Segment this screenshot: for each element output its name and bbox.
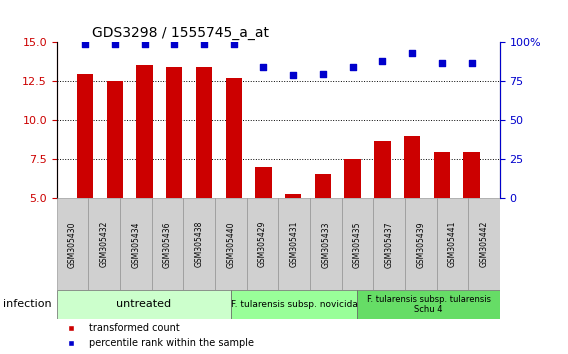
Bar bbox=[225, 78, 242, 198]
Bar bbox=[344, 159, 361, 198]
Text: GSM305437: GSM305437 bbox=[385, 221, 394, 268]
Bar bbox=[315, 174, 331, 198]
Point bbox=[81, 41, 90, 47]
Bar bbox=[437, 198, 468, 290]
Text: GSM305439: GSM305439 bbox=[416, 221, 425, 268]
Bar bbox=[120, 198, 152, 290]
Bar bbox=[89, 198, 120, 290]
Point bbox=[378, 58, 387, 64]
Point bbox=[110, 41, 119, 47]
Bar bbox=[183, 198, 215, 290]
Bar bbox=[468, 198, 500, 290]
Text: GSM305433: GSM305433 bbox=[321, 221, 330, 268]
Bar bbox=[433, 152, 450, 198]
Bar bbox=[152, 198, 183, 290]
Bar bbox=[463, 152, 480, 198]
Text: GSM305434: GSM305434 bbox=[131, 221, 140, 268]
Bar bbox=[166, 67, 182, 198]
Point bbox=[318, 71, 327, 76]
Text: GSM305435: GSM305435 bbox=[353, 221, 362, 268]
Bar bbox=[57, 198, 89, 290]
Bar bbox=[278, 198, 310, 290]
Bar bbox=[247, 198, 278, 290]
Text: GSM305438: GSM305438 bbox=[195, 221, 204, 268]
Bar bbox=[405, 198, 437, 290]
Text: untreated: untreated bbox=[116, 299, 172, 309]
Bar bbox=[231, 290, 357, 319]
Point bbox=[229, 41, 239, 47]
Point bbox=[289, 72, 298, 78]
Text: F. tularensis subsp. novicida: F. tularensis subsp. novicida bbox=[231, 300, 358, 309]
Text: GSM305436: GSM305436 bbox=[163, 221, 172, 268]
Point bbox=[348, 64, 357, 70]
Bar bbox=[196, 67, 212, 198]
Text: GSM305432: GSM305432 bbox=[100, 221, 108, 268]
Text: GSM305431: GSM305431 bbox=[290, 221, 299, 268]
Bar bbox=[255, 167, 272, 198]
Bar bbox=[341, 198, 373, 290]
Text: GSM305440: GSM305440 bbox=[227, 221, 235, 268]
Bar bbox=[357, 290, 500, 319]
Text: F. tularensis subsp. tularensis
Schu 4: F. tularensis subsp. tularensis Schu 4 bbox=[366, 295, 491, 314]
Point bbox=[199, 41, 208, 47]
Bar bbox=[404, 136, 420, 198]
Text: GDS3298 / 1555745_a_at: GDS3298 / 1555745_a_at bbox=[92, 26, 269, 40]
Bar bbox=[77, 74, 93, 198]
Point bbox=[437, 60, 446, 65]
Point bbox=[140, 41, 149, 47]
Text: GSM305441: GSM305441 bbox=[448, 221, 457, 268]
Legend: transformed count, percentile rank within the sample: transformed count, percentile rank withi… bbox=[62, 324, 254, 348]
Text: GSM305430: GSM305430 bbox=[68, 221, 77, 268]
Bar bbox=[310, 198, 341, 290]
Point bbox=[407, 51, 416, 56]
Point bbox=[170, 41, 179, 47]
Point bbox=[467, 60, 476, 65]
Bar bbox=[373, 198, 405, 290]
Bar bbox=[215, 198, 247, 290]
Bar bbox=[374, 141, 391, 198]
Text: infection: infection bbox=[3, 299, 52, 309]
Bar bbox=[136, 65, 153, 198]
Bar bbox=[107, 81, 123, 198]
Bar bbox=[57, 290, 231, 319]
Bar bbox=[285, 194, 302, 198]
Text: GSM305442: GSM305442 bbox=[479, 221, 488, 268]
Point bbox=[259, 64, 268, 70]
Text: GSM305429: GSM305429 bbox=[258, 221, 267, 268]
